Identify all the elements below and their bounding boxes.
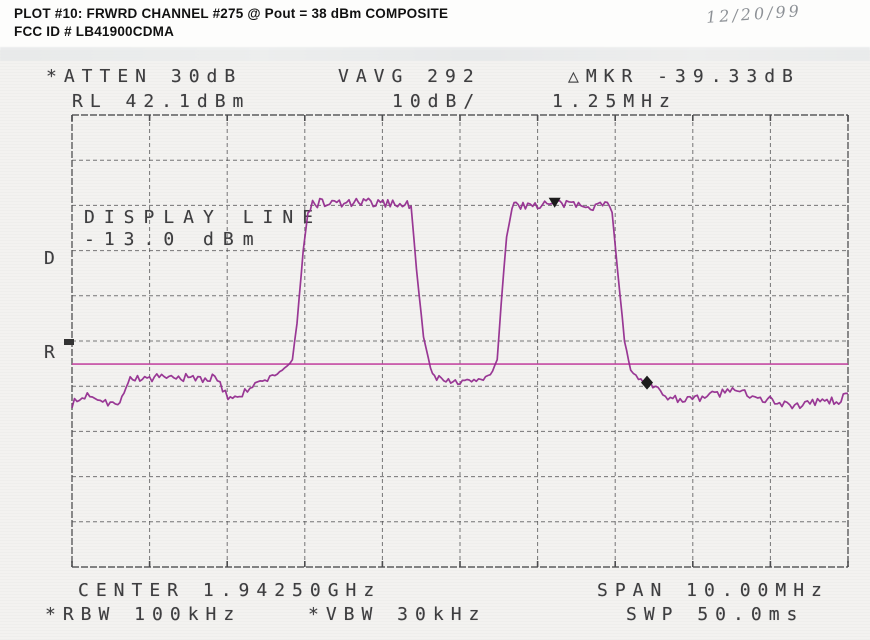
marker-freq-readout: 1.25MHz	[552, 91, 677, 112]
plot-title: PLOT #10: FRWRD CHANNEL #275 @ Pout = 38…	[14, 6, 449, 21]
spectrum-trace	[71, 197, 849, 410]
center-freq-readout: CENTER 1.94250GHz	[78, 580, 382, 601]
ref-flag-r: R	[44, 342, 62, 363]
ref-level-tick	[64, 339, 74, 345]
display-line-label: DISPLAY LINE	[84, 207, 323, 228]
ref-level-readout: RL 42.1dBm	[72, 91, 251, 112]
rbw-readout: *RBW 100kHz	[45, 604, 242, 625]
scale-readout: 10dB/	[392, 91, 482, 112]
document-header: PLOT #10: FRWRD CHANNEL #275 @ Pout = 38…	[14, 6, 448, 39]
vavg-readout: VAVG 292	[338, 66, 481, 87]
delta-marker-icon	[641, 375, 654, 390]
display-line-flag-d: D	[44, 248, 62, 269]
fcc-id-label: FCC ID # LB41900CDMA	[14, 24, 175, 39]
span-readout: SPAN 10.00MHz	[597, 580, 829, 601]
plot-paper-background	[0, 50, 870, 640]
atten-readout: *ATTEN 30dB	[46, 66, 243, 87]
swp-readout: SWP 50.0ms	[626, 604, 805, 625]
scan-artifact-band	[0, 47, 870, 61]
reference-marker-icon	[548, 197, 561, 208]
vbw-readout: *VBW 30kHz	[308, 604, 487, 625]
display-line-value: -13.0 dBm	[84, 229, 263, 250]
delta-marker-readout: △MKR -39.33dB	[568, 66, 800, 87]
